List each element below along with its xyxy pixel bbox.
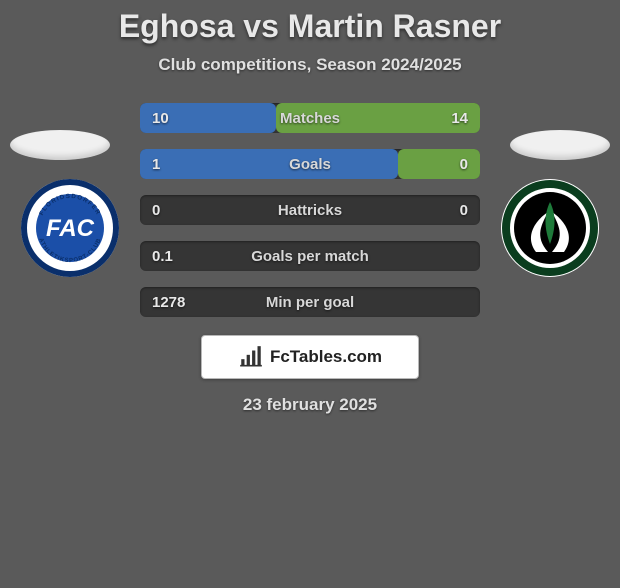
stat-value-right: 0 (460, 195, 468, 225)
page-subtitle: Club competitions, Season 2024/2025 (0, 55, 620, 75)
stat-row: 0.1Goals per match (140, 241, 480, 271)
stat-row: 0Hattricks0 (140, 195, 480, 225)
svg-text:FAC: FAC (46, 215, 95, 242)
player-avatar-left (10, 130, 110, 160)
stat-label: Hattricks (140, 195, 480, 225)
stat-label: Min per goal (140, 287, 480, 317)
brand-label: FcTables.com (270, 347, 382, 367)
bar-chart-icon (238, 344, 264, 370)
stat-row: 1Goals0 (140, 149, 480, 179)
date-label: 23 february 2025 (0, 395, 620, 415)
page-title: Eghosa vs Martin Rasner (0, 8, 620, 45)
stat-label: Goals per match (140, 241, 480, 271)
stat-value-right: 14 (451, 103, 468, 133)
club-logo-right (500, 178, 600, 278)
brand-tag[interactable]: FcTables.com (201, 335, 419, 379)
player-avatar-right (510, 130, 610, 160)
stat-row: 1278Min per goal (140, 287, 480, 317)
club-logo-left: FAC FLORIDSDORFER ATHLETIKSPORT-CLUB (20, 178, 120, 278)
stat-row: 10Matches14 (140, 103, 480, 133)
stats-list: 10Matches141Goals00Hattricks00.1Goals pe… (140, 103, 480, 317)
svr-badge-icon (500, 178, 600, 278)
fac-badge-icon: FAC FLORIDSDORFER ATHLETIKSPORT-CLUB (20, 178, 120, 278)
stat-label: Matches (140, 103, 480, 133)
stat-label: Goals (140, 149, 480, 179)
stat-value-right: 0 (460, 149, 468, 179)
